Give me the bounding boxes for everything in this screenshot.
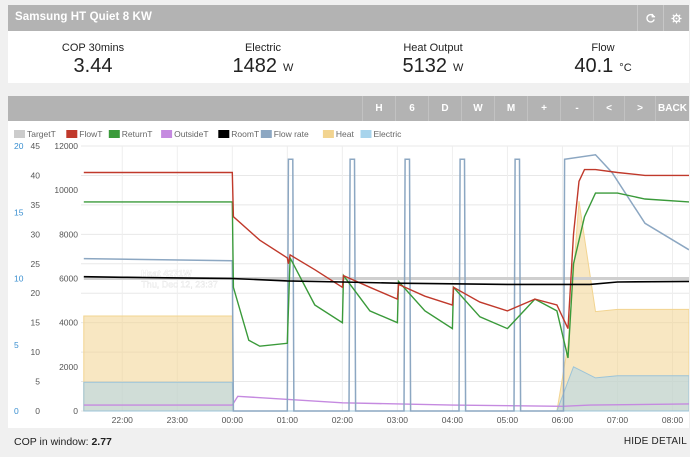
- refresh-icon: [646, 13, 656, 23]
- x-tick-label: 01:00: [277, 415, 299, 425]
- stat-flow: Flow 40.1 °C: [518, 31, 688, 78]
- legend-swatch: [66, 130, 78, 138]
- flow-tick-label: 10000: [54, 185, 78, 195]
- x-tick-label: 04:00: [442, 415, 464, 425]
- title-bar: Samsung HT Quiet 8 KW: [8, 5, 689, 31]
- flow-tick-label: 12000: [54, 141, 78, 151]
- zoom-in-button[interactable]: +: [527, 96, 560, 121]
- pan-left-button[interactable]: <: [593, 96, 624, 121]
- app-title: Samsung HT Quiet 8 KW: [15, 11, 152, 23]
- x-tick-label: 00:00: [222, 415, 244, 425]
- hide-detail-button[interactable]: HIDE DETAIL: [623, 436, 687, 447]
- pan-right-button[interactable]: >: [624, 96, 655, 121]
- stat-value: 5132: [402, 55, 448, 77]
- stat-label: Electric: [244, 42, 282, 54]
- x-tick-label: 03:00: [387, 415, 409, 425]
- series-flowt: [83, 168, 689, 329]
- temp-tick-label: 5: [35, 377, 40, 387]
- gear-icon: [671, 12, 682, 24]
- temp-tick-label: 40: [31, 170, 41, 180]
- flow-tick-label: 6000: [59, 274, 78, 284]
- x-tick-label: 23:00: [167, 415, 189, 425]
- zoom-out-button[interactable]: -: [560, 96, 593, 121]
- footer-bar: COP in window: 2.77 HIDE DETAIL: [8, 430, 689, 454]
- series-roomt: [83, 275, 689, 286]
- chart-panel: TargetT FlowT ReturnT OutsideT RoomT Flow rat…: [8, 121, 689, 428]
- stat-value: 3.44: [73, 55, 113, 77]
- legend-label: TargetT: [27, 129, 56, 139]
- legend-swatch: [218, 130, 230, 138]
- temp-tick-label: 30: [31, 229, 41, 239]
- stat-unit: °C: [619, 62, 632, 74]
- cop-window-value: 2.77: [91, 436, 112, 448]
- flow-tick-label: 4000: [59, 318, 78, 328]
- legend-label: RoomT: [231, 129, 259, 139]
- stat-unit: W: [283, 62, 294, 74]
- temp-tick-label: 15: [31, 318, 41, 328]
- cop-tick-label: 10: [14, 274, 24, 284]
- x-tick-label: 05:00: [497, 415, 519, 425]
- temp-tick-label: 25: [31, 259, 41, 269]
- six-hour-button[interactable]: 6: [395, 96, 428, 121]
- legend-label: ReturnT: [122, 129, 153, 139]
- flow-tick-label: 8000: [59, 229, 78, 239]
- stat-cop: COP 30mins 3.44: [8, 31, 178, 78]
- stat-value: 40.1: [574, 55, 614, 77]
- legend-swatch: [108, 130, 120, 138]
- x-tick-label: 08:00: [662, 415, 684, 425]
- temp-tick-label: 45: [31, 141, 41, 151]
- stats-panel: COP 30mins 3.44 Electric 1482 W Heat Outp…: [8, 31, 689, 83]
- cop-tick-label: 15: [14, 207, 24, 217]
- temp-tick-label: 20: [31, 288, 41, 298]
- legend-swatch: [322, 130, 334, 138]
- series-flowrate: [83, 154, 689, 412]
- legend-swatch: [360, 130, 372, 138]
- legend-swatch: [161, 130, 173, 138]
- settings-button[interactable]: [663, 5, 689, 31]
- stat-label: Flow: [591, 42, 615, 54]
- refresh-button[interactable]: [637, 5, 663, 31]
- cop-window: COP in window: 2.77: [14, 436, 112, 448]
- temp-tick-label: 0: [35, 406, 40, 416]
- series-returnt: [83, 192, 689, 359]
- cop-window-label: COP in window:: [14, 436, 89, 448]
- x-tick-label: 06:00: [552, 415, 574, 425]
- day-button[interactable]: D: [428, 96, 461, 121]
- week-button[interactable]: W: [461, 96, 494, 121]
- flow-tick-label: 2000: [59, 362, 78, 372]
- tooltip-heat-value: Heat 4271W: [141, 269, 192, 279]
- legend-label: OutsideT: [174, 129, 209, 139]
- stat-unit: W: [453, 62, 464, 74]
- legend-swatch: [14, 130, 25, 138]
- x-tick-label: 22:00: [112, 415, 134, 425]
- tooltip-time: Thu, Dec 12, 23:37: [141, 280, 218, 290]
- legend-label: Heat: [336, 129, 355, 139]
- stat-electric: Electric 1482 W: [178, 31, 348, 78]
- time-toolbar: H 6 D W M + - < > BACK: [8, 96, 689, 121]
- x-tick-label: 02:00: [332, 415, 354, 425]
- x-tick-label: 07:00: [607, 415, 629, 425]
- stat-label: COP 30mins: [61, 42, 125, 54]
- temp-tick-label: 35: [31, 200, 41, 210]
- history-chart[interactable]: TargetT FlowT ReturnT OutsideT RoomT Flow rat…: [8, 121, 689, 428]
- cop-tick-label: 5: [14, 340, 19, 350]
- cop-tick-label: 20: [14, 141, 24, 151]
- legend-swatch: [260, 130, 272, 138]
- stat-label: Heat Output: [403, 42, 463, 54]
- temp-tick-label: 10: [31, 347, 41, 357]
- legend-label: Electric: [374, 129, 403, 139]
- stat-value: 1482: [232, 55, 278, 77]
- hour-button[interactable]: H: [362, 96, 395, 121]
- back-button[interactable]: BACK: [655, 96, 689, 121]
- month-button[interactable]: M: [494, 96, 527, 121]
- flow-tick-label: 0: [73, 406, 78, 416]
- cop-tick-label: 0: [14, 406, 19, 416]
- legend-label: FlowT: [79, 129, 102, 139]
- stat-heat-output: Heat Output 5132 W: [348, 31, 518, 78]
- legend-label: Flow rate: [274, 129, 309, 139]
